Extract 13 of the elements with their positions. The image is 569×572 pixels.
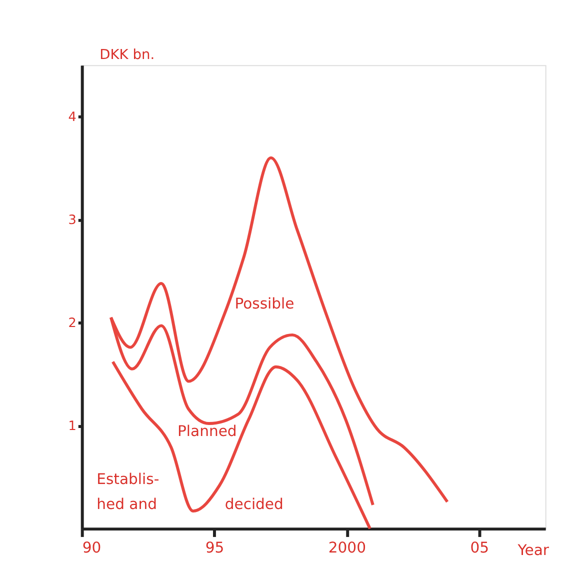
y-tick-label: 1 bbox=[68, 419, 76, 434]
y-axis-title: DKK bn. bbox=[100, 47, 155, 64]
y-tick-label: 4 bbox=[68, 110, 76, 126]
x-tick-label: 2000 bbox=[328, 540, 366, 557]
y-tick-label: 2 bbox=[68, 316, 76, 332]
x-axis-title: Year bbox=[516, 542, 550, 560]
series-label: Possible bbox=[234, 296, 294, 313]
x-tick-label: 95 bbox=[205, 540, 224, 557]
series-label: Planned bbox=[178, 422, 237, 440]
x-tick-label: 90 bbox=[82, 540, 102, 557]
x-tick-label: 05 bbox=[470, 540, 490, 557]
y-tick-label: 3 bbox=[68, 213, 76, 228]
text: Establis- hed and decided bbox=[96, 471, 284, 513]
